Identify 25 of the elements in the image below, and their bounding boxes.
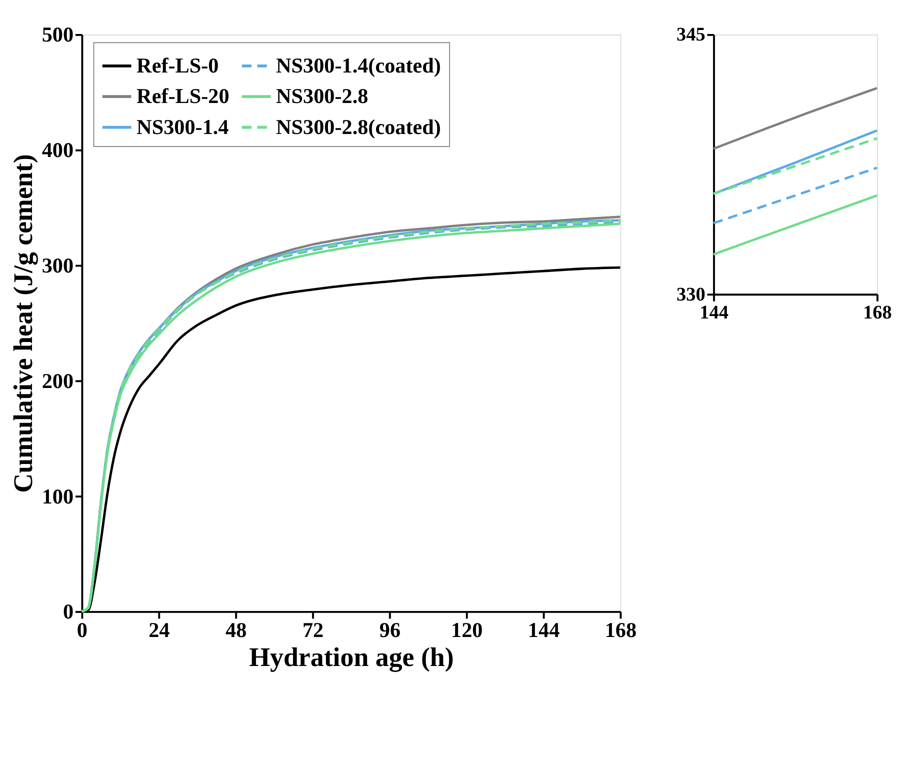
y-axis-title: Cumulative heat (J/g cement): [8, 154, 38, 493]
y-tick-label: 330: [676, 284, 706, 306]
legend-label: NS300-2.8: [276, 84, 368, 108]
y-tick-label: 300: [42, 253, 74, 278]
x-tick-label: 168: [604, 618, 637, 642]
legend-label: NS300-1.4(coated): [276, 54, 441, 78]
legend-label: NS300-2.8(coated): [276, 115, 441, 140]
legend-label: Ref-LS-0: [136, 54, 219, 78]
legend-label: NS300-1.4: [136, 115, 230, 140]
y-tick-label: 0: [62, 600, 74, 624]
legend-label: Ref-LS-20: [136, 84, 230, 108]
x-axis-title: Hydration age (h): [249, 642, 454, 672]
x-tick-label: 72: [302, 618, 324, 642]
x-tick-label: 120: [451, 618, 483, 642]
y-tick-label: 345: [676, 24, 706, 46]
x-tick-label: 144: [528, 618, 560, 642]
x-tick-label: 168: [863, 302, 892, 324]
y-tick-label: 400: [42, 138, 74, 162]
x-tick-label: 144: [700, 302, 729, 324]
y-tick-label: 100: [42, 484, 74, 508]
x-tick-label: 48: [226, 618, 247, 642]
x-tick-label: 96: [379, 618, 401, 642]
y-tick-label: 200: [42, 368, 74, 393]
y-tick-label: 500: [42, 22, 74, 47]
x-tick-label: 24: [148, 618, 170, 642]
